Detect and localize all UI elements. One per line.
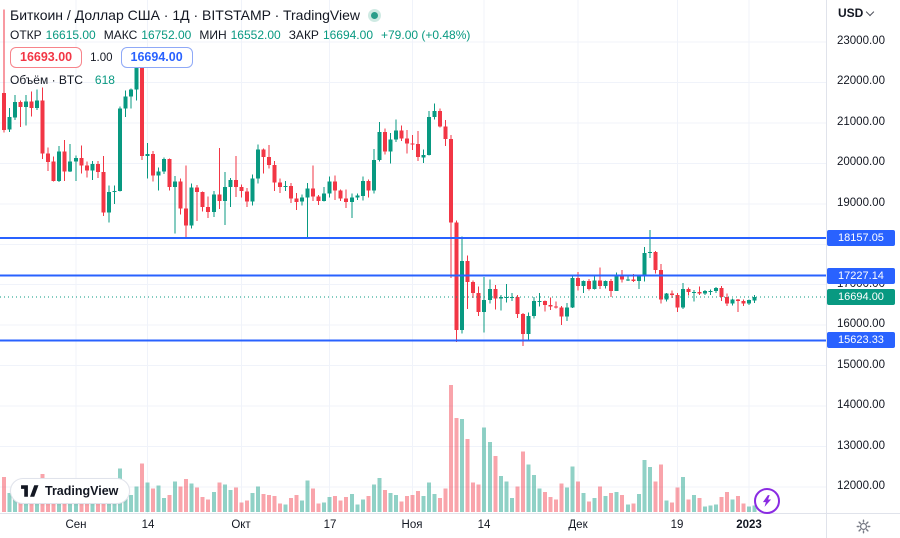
instant-trading-button[interactable] bbox=[754, 488, 780, 514]
level-price-label: 18157.05 bbox=[827, 230, 895, 246]
open-value: 16615.00 bbox=[45, 28, 96, 42]
price-tick-label: 21000.00 bbox=[837, 116, 885, 128]
time-axis[interactable]: Сен 14 Окт 17 Ноя 14 Дек 19 2023 bbox=[0, 514, 826, 538]
time-tick-label: Окт bbox=[231, 519, 251, 531]
price-tick-label: 13000.00 bbox=[837, 440, 885, 452]
gear-icon[interactable] bbox=[855, 518, 872, 535]
buy-button[interactable]: 16694.00 bbox=[120, 47, 193, 68]
tradingview-logo-icon bbox=[21, 485, 39, 497]
sell-button[interactable]: 16693.00 bbox=[10, 47, 83, 68]
level-price-label: 17227.14 bbox=[827, 268, 895, 284]
time-tick-label: Сен bbox=[65, 519, 87, 531]
time-tick-label: 17 bbox=[323, 519, 337, 531]
price-tick-label: 22000.00 bbox=[837, 75, 885, 87]
time-tick-label: 19 bbox=[670, 519, 684, 531]
axis-vertical-divider bbox=[826, 0, 827, 538]
currency-label: USD bbox=[838, 6, 864, 20]
low-value: 16552.00 bbox=[230, 28, 281, 42]
lightning-bolt-icon bbox=[762, 495, 772, 507]
last-price-label: 16694.00 bbox=[827, 289, 895, 305]
price-tick-label: 23000.00 bbox=[837, 35, 885, 47]
level-price-label: 15623.33 bbox=[827, 332, 895, 348]
change-value: +79.00 (+0.48%) bbox=[381, 28, 471, 42]
time-tick-label: 14 bbox=[141, 519, 155, 531]
currency-dropdown[interactable]: USD bbox=[838, 6, 873, 20]
price-tick-label: 20000.00 bbox=[837, 156, 885, 168]
time-tick-label: Дек bbox=[568, 519, 588, 531]
tradingview-watermark[interactable]: TradingView bbox=[10, 478, 131, 504]
volume-value: 618 bbox=[94, 73, 115, 87]
high-label: МАКС bbox=[103, 28, 138, 42]
candlestick-series bbox=[2, 9, 757, 347]
price-tick-label: 19000.00 bbox=[837, 197, 885, 209]
open-label: ОТКР bbox=[10, 28, 42, 42]
price-tick-label: 15000.00 bbox=[837, 359, 885, 371]
price-level-lines bbox=[0, 236, 826, 342]
chevron-down-icon bbox=[866, 8, 873, 15]
time-tick-label: 2023 bbox=[736, 519, 762, 531]
grid-lines bbox=[0, 0, 826, 513]
low-label: МИН bbox=[199, 28, 227, 42]
time-tick-label: 14 bbox=[477, 519, 491, 531]
close-label: ЗАКР bbox=[288, 28, 319, 42]
price-axis[interactable]: USD 23000.00 22000.00 21000.00 20000.00 1900… bbox=[827, 0, 900, 513]
market-status-icon bbox=[368, 8, 381, 22]
axis-horizontal-divider bbox=[0, 513, 900, 514]
high-value: 16752.00 bbox=[141, 28, 192, 42]
axis-corner bbox=[827, 514, 900, 538]
symbol-title[interactable]: Биткоин / Доллар США · 1Д · BITSTAMP · T… bbox=[10, 7, 360, 23]
price-tick-label: 16000.00 bbox=[837, 318, 885, 330]
volume-label: Объём · BTC bbox=[10, 73, 83, 87]
close-value: 16694.00 bbox=[322, 28, 373, 42]
price-tick-label: 14000.00 bbox=[837, 399, 885, 411]
ohlc-row: ОТКР 16615.00 МАКС 16752.00 МИН 16552.00… bbox=[10, 28, 470, 42]
chart-canvas[interactable] bbox=[0, 0, 826, 513]
watermark-text: TradingView bbox=[45, 484, 119, 498]
price-tick-label: 12000.00 bbox=[837, 480, 885, 492]
spread-value: 1.00 bbox=[90, 51, 113, 64]
time-tick-label: Ноя bbox=[401, 519, 423, 531]
